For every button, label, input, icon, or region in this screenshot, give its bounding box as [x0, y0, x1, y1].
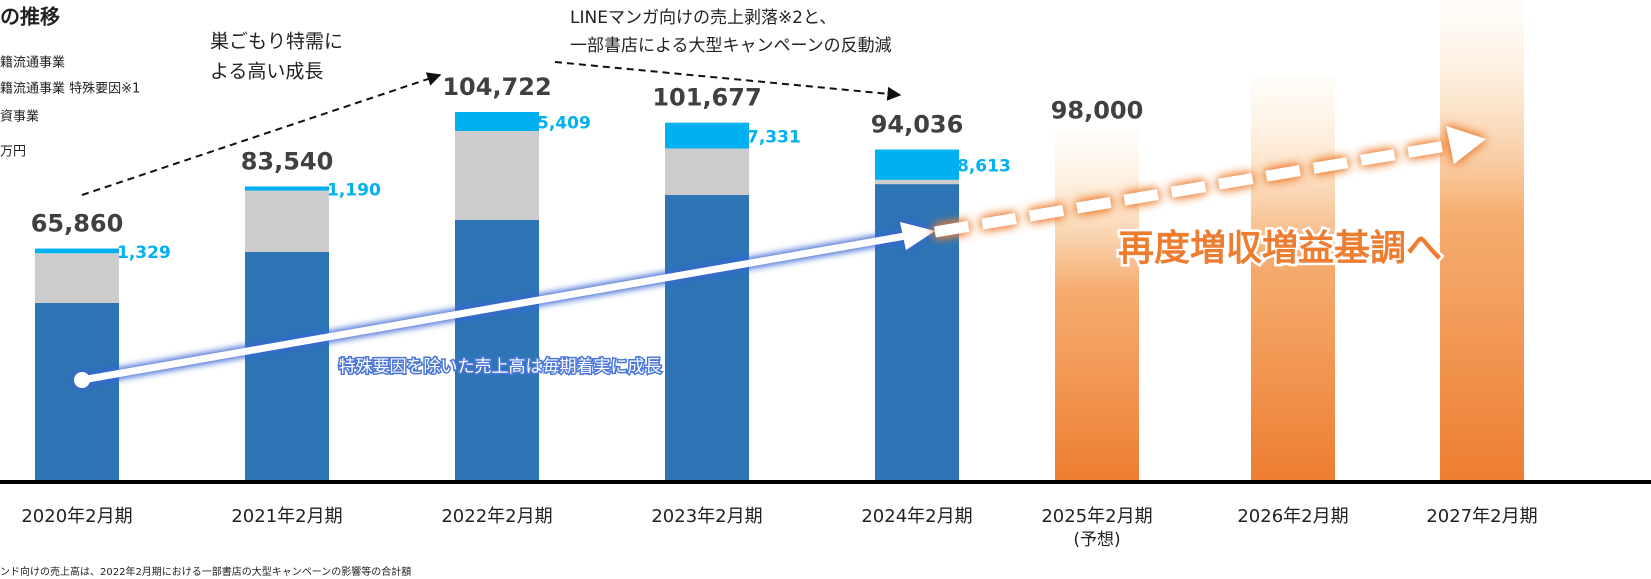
- bar-segment: [665, 148, 749, 196]
- annotation: 再度増収増益基調へ: [1118, 228, 1442, 269]
- forecast-bar: [1251, 75, 1335, 480]
- arrow-head: [1446, 126, 1486, 164]
- forecast-note: (予想): [1073, 530, 1120, 550]
- unit-label: 万円: [0, 145, 26, 160]
- arrow-shaft: [81, 232, 906, 384]
- bar-segment: [35, 248, 119, 254]
- annotation: LINEマンガ向けの売上剥落※2と、: [570, 8, 836, 28]
- annotation: 巣ごもり特需に: [210, 31, 343, 53]
- annotation: よる高い成長: [210, 61, 323, 83]
- x-tick-label: 2025年2月期: [1041, 506, 1152, 527]
- total-label: 94,036: [871, 111, 964, 139]
- total-label: 101,677: [652, 84, 761, 112]
- bar-segment: [455, 112, 539, 132]
- bar-segment: [245, 190, 329, 252]
- legend-label: 資事業: [0, 109, 39, 125]
- bar-segment: [875, 149, 959, 180]
- bar-segment: [35, 302, 119, 480]
- chart-title: の推移: [0, 5, 60, 29]
- x-tick-label: 2023年2月期: [651, 506, 762, 527]
- legend-label: 籍流通事業: [0, 55, 65, 71]
- total-label: 65,860: [31, 210, 124, 238]
- x-tick-label: 2024年2月期: [861, 506, 972, 527]
- value-label: 8,613: [957, 157, 1011, 177]
- forecast-bar: [1055, 130, 1139, 480]
- bar-segment: [245, 186, 329, 191]
- bar-segment: [455, 131, 539, 220]
- bar-segment: [665, 195, 749, 480]
- x-tick-label: 2027年2月期: [1426, 506, 1537, 527]
- x-tick-label: 2026年2月期: [1237, 506, 1348, 527]
- x-tick-label: 2021年2月期: [231, 506, 342, 527]
- bar-segment: [35, 253, 119, 303]
- annotation: 一部書店による大型キャンペーンの反動減: [570, 36, 892, 56]
- outlook-arrow: [934, 126, 1486, 238]
- background: [1055, 0, 1524, 480]
- x-tick-label: 2020年2月期: [21, 506, 132, 527]
- bar-segment: [455, 219, 539, 480]
- legend-label: 籍流通事業 特殊要因※1: [0, 81, 140, 97]
- arrow-shaft: [934, 139, 1453, 238]
- annotation: 特殊要因を除いた売上高は毎期着実に成長: [339, 357, 662, 377]
- arrow-start: [74, 372, 90, 388]
- arrow-head: [900, 222, 935, 250]
- total-label: 98,000: [1051, 97, 1144, 125]
- value-label: 5,409: [537, 114, 591, 134]
- total-label: 83,540: [241, 147, 334, 175]
- total-label: 104,722: [442, 73, 551, 101]
- footnote: ンド向けの売上高は、2022年2月期における一部書店の大型キャンペーンの影響等の…: [0, 565, 411, 578]
- forecast-bar: [1440, 0, 1524, 480]
- arrow: [554, 61, 902, 101]
- bar-segment: [245, 251, 329, 480]
- x-tick-label: 2022年2月期: [441, 506, 552, 527]
- growth-arrow: [74, 222, 935, 388]
- bar-segment: [875, 179, 959, 185]
- bar-segment: [665, 122, 749, 149]
- value-label: 1,190: [327, 181, 381, 201]
- arrow: [81, 72, 442, 196]
- value-label: 1,329: [117, 243, 171, 263]
- value-label: 7,331: [747, 128, 801, 148]
